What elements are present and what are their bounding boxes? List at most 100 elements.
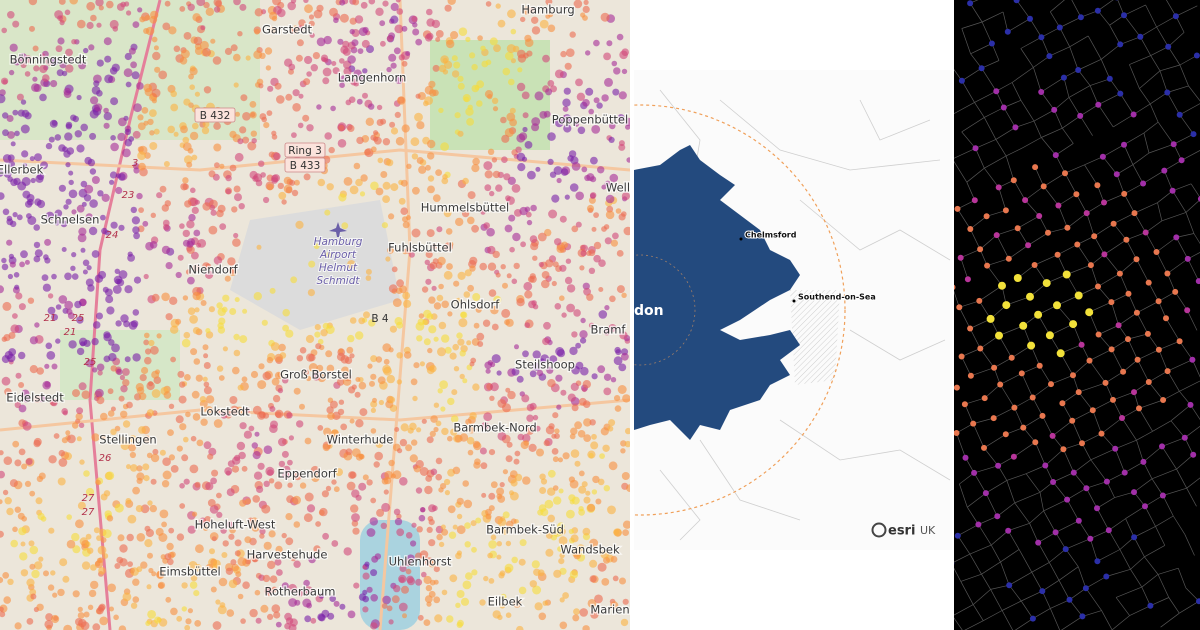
heat-dot [522,476,531,485]
heat-dot [203,441,212,450]
heat-dot [585,50,591,56]
heat-dot [528,443,537,452]
heat-dot [390,15,399,24]
heat-dot [109,179,115,185]
street [1087,35,1102,60]
heat-dot [460,597,470,606]
street [1008,522,1030,532]
heat-dot [543,321,551,330]
heat-dot [232,238,241,247]
node-dot [1036,362,1043,369]
node-dot [971,197,978,204]
heat-dot [561,312,567,318]
street [1167,46,1181,66]
heat-dot [429,579,436,586]
heat-dot [384,470,393,480]
heat-dot [270,587,276,594]
street [1190,183,1200,199]
street [1006,480,1016,504]
street [1147,333,1160,350]
heat-dot [29,490,36,497]
street [1143,121,1159,134]
heat-dot [137,122,146,131]
node-dot [1020,424,1027,431]
street [1090,459,1108,482]
heat-dot [226,609,235,617]
heat-dot [551,194,560,203]
heat-dot [147,610,157,619]
street [1179,600,1200,614]
heat-dot [316,104,322,110]
heat-dot [51,363,58,370]
heat-dot [541,279,550,289]
heat-dot [377,376,386,385]
street [1150,46,1169,56]
street [1031,562,1050,573]
node-dot [958,77,965,84]
street [1119,273,1129,294]
heat-dot [72,115,80,123]
node-dot [1069,320,1078,329]
road-number: 27 [82,493,95,504]
heat-dot [92,321,101,329]
heat-dot [263,196,270,204]
heat-dot [59,558,68,567]
heat-dot [357,48,364,54]
node-dot [1005,527,1012,534]
heat-dot [331,479,337,485]
heat-dot [216,511,223,518]
heat-dot [351,448,361,457]
heat-dot [581,166,588,173]
heat-dot [571,404,579,412]
heat-dot [194,307,200,313]
heat-dot [342,47,351,56]
heat-dot [185,269,192,275]
heat-dot [376,508,385,517]
heat-dot [74,300,82,309]
street [1097,286,1112,303]
heat-dot [83,47,89,54]
heat-dot [582,99,590,107]
street [1156,237,1177,253]
heat-dot [621,292,627,298]
street [1133,478,1153,493]
heat-dot [179,483,185,489]
street [1066,274,1080,296]
heat-dot [365,275,372,281]
street [1069,46,1079,71]
node-dot [1176,338,1183,345]
heat-dot [362,595,370,603]
node-dot [1075,389,1082,396]
heat-dot [552,485,559,491]
heat-dot [71,273,79,280]
heat-dot [447,311,453,317]
street [1024,199,1040,217]
heat-dot [94,103,103,112]
street [1032,397,1043,417]
heat-dot [205,482,214,491]
heat-dot [571,331,578,338]
street [1167,370,1180,392]
heat-dot [454,112,461,119]
node-dot [1133,256,1140,263]
heat-dot [345,448,353,456]
street [1130,556,1145,570]
heat-dot [26,578,35,587]
street [974,102,985,118]
heat-dot [600,550,609,559]
node-dot [1050,479,1057,485]
heat-dot [590,192,597,199]
street [1164,159,1182,171]
heat-dot [261,504,271,514]
street [1159,70,1168,93]
heat-dot [290,276,298,284]
street [964,397,985,405]
heat-dot [2,154,12,163]
street [1062,127,1074,144]
heat-dot [321,490,329,498]
node-dot [1075,517,1082,524]
street [1085,576,1107,589]
heat-dot [529,273,536,280]
place-dot [739,237,743,241]
heat-dot [7,131,15,139]
